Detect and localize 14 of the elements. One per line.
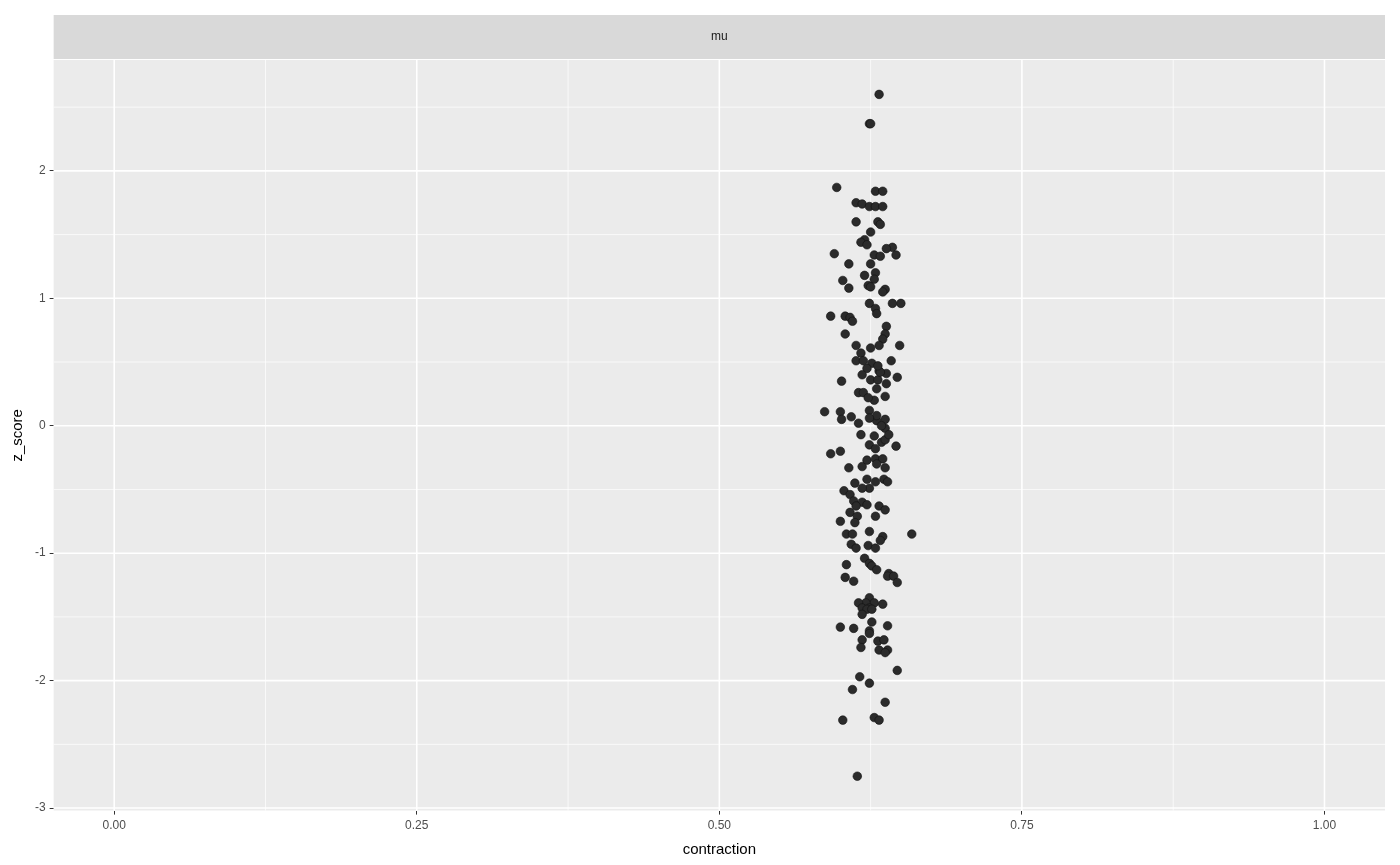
- x-axis-title: contraction: [682, 840, 757, 858]
- chart-title: mu: [711, 29, 728, 44]
- x-tick-label: 1.00: [1312, 818, 1337, 833]
- x-tick-label: 0.50: [707, 818, 732, 833]
- y-tick-label: 1: [38, 290, 46, 305]
- x-tick-label: 0.75: [1010, 818, 1034, 833]
- y-axis-title: z_score: [8, 409, 26, 462]
- y-tick-label: -2: [35, 672, 46, 687]
- y-tick-label: -1: [35, 545, 46, 560]
- x-tick-label: 0.00: [102, 818, 127, 833]
- x-tick-label: 0.25: [405, 818, 429, 833]
- y-tick-label: -3: [35, 800, 46, 815]
- y-tick-label: 2: [38, 163, 46, 178]
- y-tick-label: 0: [38, 418, 46, 433]
